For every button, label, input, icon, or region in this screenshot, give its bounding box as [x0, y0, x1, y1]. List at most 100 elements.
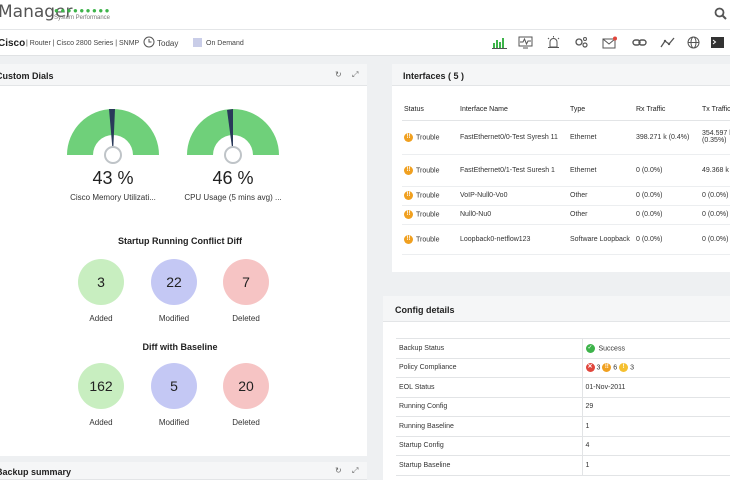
- trend-line-icon[interactable]: [660, 36, 675, 49]
- monitor-pulse-icon[interactable]: [518, 36, 533, 49]
- panel-title: Interfaces ( 5 ): [403, 71, 465, 81]
- interfaces-panel: Interfaces ( 5 ) Status Interface Name T…: [392, 64, 730, 272]
- config-key: Backup Status: [396, 338, 583, 359]
- rx-traffic: 0 (0.0%): [634, 154, 700, 187]
- mail-icon[interactable]: [602, 36, 617, 49]
- config-details-panel: Config details Backup Status ✓ Success Po…: [383, 296, 730, 480]
- device-bar: Cisco | Router | Cisco 2800 Series | SNM…: [0, 30, 730, 56]
- table-row: Startup Config 4: [396, 436, 730, 456]
- search-icon[interactable]: [714, 7, 727, 20]
- rx-traffic: 0 (0.0%): [634, 186, 700, 206]
- clock-icon[interactable]: [143, 36, 155, 48]
- interface-name[interactable]: FastEthernet0/1-Test Suresh 1: [458, 154, 568, 187]
- status-text: Trouble: [416, 166, 440, 174]
- column-header[interactable]: Status: [402, 100, 458, 121]
- memory-gauge: [67, 109, 159, 164]
- expand-icon[interactable]: ⤢: [352, 466, 359, 475]
- config-value[interactable]: 1: [582, 455, 730, 476]
- rx-traffic: 398.271 k (0.4%): [634, 120, 700, 155]
- config-value[interactable]: 29: [582, 397, 730, 417]
- trouble-icon: !!: [404, 132, 413, 142]
- bar-chart-icon[interactable]: [492, 36, 507, 49]
- on-demand-label: On Demand: [206, 40, 244, 47]
- interface-type: Ethernet: [568, 120, 634, 155]
- gauge-needle: [109, 109, 115, 155]
- settings-cogs-icon[interactable]: [574, 36, 589, 49]
- interface-type: Other: [568, 186, 634, 206]
- device-meta: | Router | Cisco 2800 Series | SNMP: [26, 40, 140, 47]
- table-row[interactable]: !! Trouble VoIP-Null0-Vo0 Other 0 (0.0%) …: [402, 186, 730, 206]
- trouble-icon: !!: [602, 363, 612, 373]
- trouble-icon: !!: [404, 234, 413, 244]
- status-text: Trouble: [416, 133, 440, 141]
- config-key: EOL Status: [396, 377, 583, 398]
- memory-gauge-value: 43 %: [92, 168, 134, 188]
- interface-name[interactable]: Null0-Nu0: [458, 205, 568, 225]
- compliance-trouble-count[interactable]: 6: [613, 364, 618, 372]
- table-row[interactable]: !! Trouble FastEthernet0/1-Test Suresh 1 …: [402, 154, 730, 187]
- app-subtitle: System Performance: [54, 15, 111, 21]
- table-row: Startup Baseline 1: [396, 455, 730, 476]
- interface-type: Other: [568, 205, 634, 225]
- refresh-icon[interactable]: ↻: [335, 70, 342, 79]
- table-row: EOL Status 01-Nov-2011: [396, 377, 730, 398]
- config-value: Success: [598, 345, 625, 353]
- device-name: Cisco: [0, 38, 26, 49]
- interfaces-table: Status Interface Name Type Rx Traffic Tx…: [402, 100, 730, 255]
- cpu-gauge: [187, 109, 279, 164]
- compliance-error-count[interactable]: 3: [596, 364, 601, 372]
- panel-header: Custom Dials ↻ ⤢: [0, 64, 367, 86]
- config-key: Startup Baseline: [396, 455, 583, 476]
- panel-header: Interfaces ( 5 ): [392, 64, 730, 86]
- config-value[interactable]: 1: [582, 416, 730, 437]
- config-key: Running Config: [396, 397, 583, 417]
- startup-added-label: Added: [89, 314, 113, 323]
- baseline-modified-count[interactable]: 5: [151, 363, 197, 409]
- period-select[interactable]: Today: [157, 39, 179, 48]
- rx-traffic: 0 (0.0%): [634, 224, 700, 255]
- tx-traffic: 354.597 k (0.35%): [700, 120, 730, 155]
- startup-modified-label: Modified: [158, 314, 190, 323]
- baseline-deleted-count[interactable]: 20: [223, 363, 269, 409]
- column-header[interactable]: Rx Traffic: [634, 100, 700, 121]
- globe-icon[interactable]: [686, 36, 701, 49]
- config-key: Running Baseline: [396, 416, 583, 437]
- baseline-diff-title: Diff with Baseline: [142, 342, 218, 352]
- tx-traffic: 49.368 k: [700, 154, 730, 187]
- config-value[interactable]: 4: [582, 436, 730, 456]
- startup-added-count[interactable]: 3: [78, 259, 124, 305]
- interface-name[interactable]: Loopback0-netflow123: [458, 224, 568, 255]
- interface-name[interactable]: VoIP-Null0-Vo0: [458, 186, 568, 206]
- column-header[interactable]: Interface Name: [458, 100, 568, 121]
- baseline-added-count[interactable]: 162: [78, 363, 124, 409]
- terminal-icon[interactable]: [710, 36, 725, 49]
- link-icon[interactable]: [632, 36, 647, 49]
- startup-modified-count[interactable]: 22: [151, 259, 197, 305]
- trouble-icon: !!: [404, 165, 413, 175]
- gauge-needle: [227, 109, 233, 155]
- table-row[interactable]: !! Trouble Loopback0-netflow123 Software …: [402, 224, 730, 255]
- trouble-icon: !!: [404, 210, 413, 219]
- table-row[interactable]: !! Trouble FastEthernet0/0-Test Syresh 11…: [402, 120, 730, 155]
- expand-icon[interactable]: ⤢: [352, 70, 359, 79]
- column-header[interactable]: Type: [568, 100, 634, 121]
- column-header[interactable]: Tx Traffic: [700, 100, 730, 121]
- memory-gauge-label: Cisco Memory Utilizati...: [70, 193, 156, 202]
- startup-deleted-count[interactable]: 7: [223, 259, 269, 305]
- backup-summary-panel: Backup summary ↻ ⤢: [0, 462, 367, 480]
- table-row[interactable]: !! Trouble Null0-Nu0 Other 0 (0.0%) 0 (0.…: [402, 205, 730, 225]
- tx-traffic: 0 (0.0%): [700, 205, 730, 225]
- baseline-modified-label: Modified: [158, 418, 190, 427]
- custom-dials-panel: Custom Dials ↻ ⤢ 43 % Cisco Memory Utili…: [0, 64, 367, 456]
- table-row: Running Baseline 1: [396, 416, 730, 437]
- panel-title: Custom Dials: [0, 71, 54, 81]
- panel-title: Backup summary: [0, 467, 72, 477]
- on-demand-checkbox[interactable]: [193, 38, 202, 47]
- table-row: Backup Status ✓ Success: [396, 338, 730, 359]
- error-icon: ✕: [585, 363, 595, 373]
- interface-name[interactable]: FastEthernet0/0-Test Syresh 11: [458, 120, 568, 155]
- alarm-icon[interactable]: [546, 36, 561, 49]
- panel-header: Config details: [383, 296, 730, 322]
- refresh-icon[interactable]: ↻: [335, 466, 342, 475]
- compliance-warning-count[interactable]: 3: [630, 364, 634, 372]
